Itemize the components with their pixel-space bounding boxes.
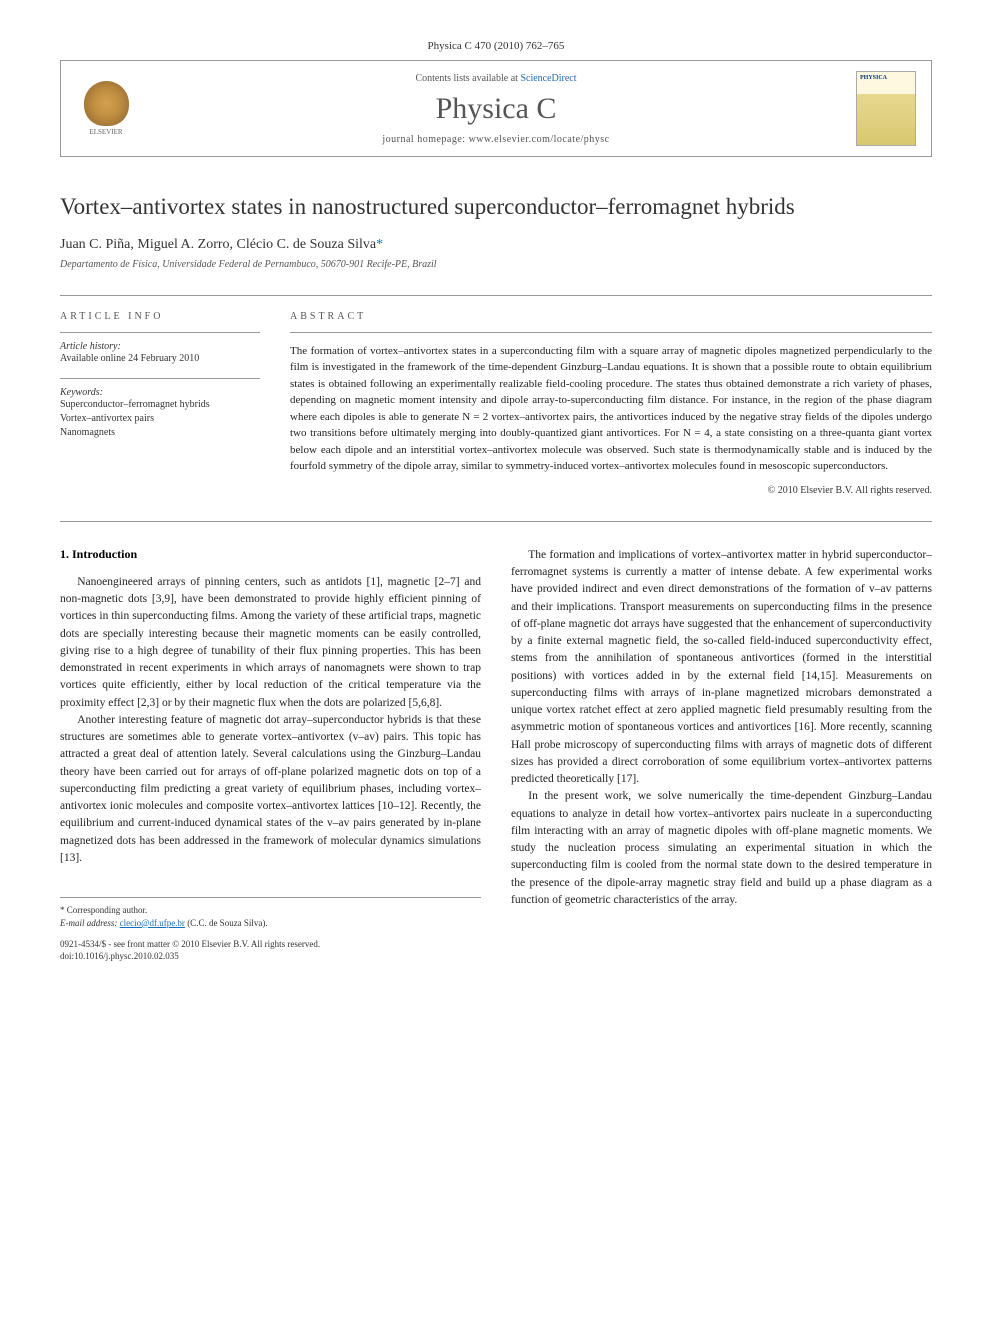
abstract-copyright: © 2010 Elsevier B.V. All rights reserved…: [290, 485, 932, 496]
contents-line: Contents lists available at ScienceDirec…: [136, 73, 856, 84]
publisher-logo: ELSEVIER: [76, 79, 136, 139]
section-heading: 1. Introduction: [60, 547, 481, 562]
divider: [290, 332, 932, 333]
homepage-line: journal homepage: www.elsevier.com/locat…: [136, 134, 856, 145]
footer-bottom: 0921-4534/$ - see front matter © 2010 El…: [60, 939, 481, 962]
divider: [60, 521, 932, 522]
keyword-item: Superconductor–ferromagnet hybrids: [60, 398, 260, 412]
issn-line: 0921-4534/$ - see front matter © 2010 El…: [60, 939, 481, 951]
article-title: Vortex–antivortex states in nanostructur…: [60, 192, 932, 222]
authors: Juan C. Piña, Miguel A. Zorro, Clécio C.…: [60, 237, 932, 253]
paragraph: Another interesting feature of magnetic …: [60, 712, 481, 867]
journal-cover-icon: [856, 71, 916, 146]
affiliation: Departamento de Física, Universidade Fed…: [60, 259, 932, 270]
history-label: Article history:: [60, 341, 260, 352]
homepage-prefix: journal homepage:: [382, 134, 468, 145]
footer-info: * Corresponding author. E-mail address: …: [60, 897, 481, 929]
article-info-sidebar: ARTICLE INFO Article history: Available …: [60, 311, 260, 496]
body-columns: 1. Introduction Nanoengineered arrays of…: [60, 547, 932, 963]
paragraph: The formation and implications of vortex…: [511, 547, 932, 789]
paragraph: Nanoengineered arrays of pinning centers…: [60, 574, 481, 712]
right-column: The formation and implications of vortex…: [511, 547, 932, 963]
email-author: (C.C. de Souza Silva).: [185, 918, 268, 928]
sciencedirect-link[interactable]: ScienceDirect: [520, 73, 576, 84]
abstract-column: ABSTRACT The formation of vortex–antivor…: [290, 311, 932, 496]
abstract-text: The formation of vortex–antivortex state…: [290, 343, 932, 475]
corresponding-mark: *: [376, 237, 383, 252]
divider: [60, 295, 932, 296]
body-text: Nanoengineered arrays of pinning centers…: [60, 574, 481, 867]
journal-reference: Physica C 470 (2010) 762–765: [60, 40, 932, 52]
publisher-name: ELSEVIER: [89, 128, 122, 136]
left-column: 1. Introduction Nanoengineered arrays of…: [60, 547, 481, 963]
paragraph: In the present work, we solve numericall…: [511, 788, 932, 909]
email-label: E-mail address:: [60, 918, 120, 928]
email-link[interactable]: clecio@df.ufpe.br: [120, 918, 185, 928]
keyword-item: Vortex–antivortex pairs: [60, 412, 260, 426]
doi-line: doi:10.1016/j.physc.2010.02.035: [60, 951, 481, 963]
abstract-heading: ABSTRACT: [290, 311, 932, 322]
keywords-label: Keywords:: [60, 387, 260, 398]
author-names: Juan C. Piña, Miguel A. Zorro, Clécio C.…: [60, 237, 376, 252]
journal-name: Physica C: [136, 92, 856, 126]
contents-prefix: Contents lists available at: [415, 73, 520, 84]
article-info-heading: ARTICLE INFO: [60, 311, 260, 322]
elsevier-tree-icon: [84, 81, 129, 126]
homepage-url[interactable]: www.elsevier.com/locate/physc: [469, 134, 610, 145]
journal-header: ELSEVIER Contents lists available at Sci…: [60, 60, 932, 157]
corresponding-note: * Corresponding author.: [60, 904, 481, 917]
body-text: The formation and implications of vortex…: [511, 547, 932, 909]
keyword-item: Nanomagnets: [60, 426, 260, 440]
header-center: Contents lists available at ScienceDirec…: [136, 73, 856, 145]
history-text: Available online 24 February 2010: [60, 352, 260, 366]
